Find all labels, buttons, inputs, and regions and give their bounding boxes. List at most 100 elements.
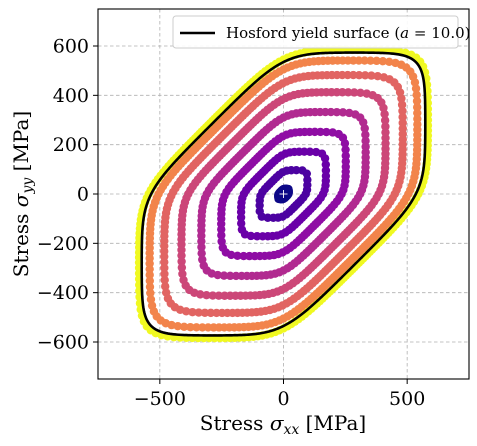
scatter-point — [200, 308, 210, 317]
scatter-point — [177, 257, 186, 266]
y-axis-label-symbol: σ — [9, 192, 33, 207]
scatter-point — [343, 88, 353, 97]
scatter-point — [321, 160, 331, 169]
scatter-point — [186, 322, 195, 332]
legend-box — [172, 15, 459, 49]
scatter-point — [197, 249, 206, 258]
scatter-point — [360, 71, 370, 80]
scatter-point — [412, 96, 422, 106]
scatter-point — [372, 193, 381, 203]
legend-label-prefix: Hosford yield surface ( — [226, 24, 400, 42]
scatter-point — [202, 290, 211, 300]
scatter-point — [179, 322, 189, 332]
scatter-point — [213, 270, 222, 280]
x-axis-label: Stress σxx [MPa] — [200, 411, 366, 438]
scatter-point — [196, 290, 205, 299]
scatter-ring-8 — [145, 56, 422, 332]
scatter-point — [353, 193, 363, 203]
scatter-point — [341, 145, 350, 154]
scatter-ring-3 — [236, 147, 331, 241]
x-tick-label: −500 — [134, 388, 186, 410]
scatter-point — [338, 108, 348, 117]
scatter-point — [412, 103, 422, 112]
scatter-point — [361, 142, 370, 151]
scatter-point — [350, 88, 359, 97]
scatter-ring-7 — [160, 70, 407, 318]
scatter-point — [160, 269, 169, 279]
scatter-point — [217, 231, 226, 240]
scatter-point — [311, 147, 321, 157]
x-tick-label: 0 — [277, 388, 289, 410]
scatter-point — [233, 251, 242, 261]
scatter-ring-4 — [217, 127, 350, 261]
scatter-point — [197, 242, 206, 252]
scatter-point — [397, 100, 407, 109]
scatter-point — [208, 291, 217, 300]
scatter-point — [303, 175, 312, 184]
scatter-point — [219, 271, 229, 280]
scatter-point — [192, 323, 201, 332]
scatter-point — [356, 88, 365, 98]
x-tick-label: 500 — [389, 388, 425, 410]
scatter-point — [332, 107, 341, 117]
scatter-point — [398, 106, 407, 116]
scatter-point — [236, 213, 246, 222]
legend-label-value: = 10.0) — [409, 24, 470, 42]
scatter-point — [381, 122, 390, 131]
y-tick-label: −400 — [37, 282, 89, 304]
scatter-point — [361, 136, 370, 146]
scatter-point — [372, 56, 381, 66]
y-axis-label-main: Stress — [9, 207, 33, 277]
scatter-point — [316, 193, 325, 202]
scatter-point — [145, 276, 155, 285]
scatter-point — [298, 166, 307, 175]
scatter-point — [413, 108, 422, 118]
scatter-point — [373, 72, 382, 81]
legend-label: Hosford yield surface (a = 10.0) — [226, 24, 470, 42]
y-tick-label: 400 — [53, 85, 89, 107]
legend-label-param: a — [400, 24, 409, 42]
scatter-point — [328, 128, 337, 137]
scatter-point — [227, 250, 236, 260]
x-axis-label-main: Stress — [200, 411, 270, 435]
scatter-point — [388, 193, 397, 203]
x-axis-label-unit: [MPa] — [299, 411, 366, 435]
y-tick-label: −600 — [37, 332, 89, 354]
scatter-point — [239, 251, 248, 261]
scatter-point — [214, 291, 224, 300]
y-axis-label-subscript: yy — [20, 177, 36, 195]
scatter-ring-6 — [177, 88, 390, 300]
x-axis-label-subscript: xx — [283, 422, 299, 438]
scatter-point — [335, 193, 344, 203]
scatter-point — [398, 118, 407, 128]
scatter-point — [194, 308, 203, 317]
scatter-point — [321, 166, 331, 175]
scatter-point — [246, 231, 256, 241]
scatter-point — [402, 193, 411, 203]
scatter-point — [146, 288, 155, 298]
scatter-point — [145, 270, 154, 280]
x-axis-label-symbol: σ — [270, 411, 285, 435]
hosford-yield-surface-line — [140, 51, 427, 337]
scatter-point — [188, 307, 197, 317]
scatter-point — [181, 307, 191, 316]
scatter-point — [345, 108, 354, 118]
y-axis-label-unit: [MPa] — [9, 111, 33, 178]
scatter-ring-2 — [255, 166, 312, 222]
scatter-point — [160, 275, 169, 285]
scatter-point — [412, 90, 421, 100]
origin-marker — [279, 190, 288, 198]
scatter-point — [362, 89, 371, 98]
scatter-point — [361, 130, 370, 139]
y-tick-label: 600 — [53, 36, 89, 58]
scatter-point — [391, 58, 400, 68]
y-tick-label: −200 — [37, 233, 89, 255]
scatter-point — [398, 112, 407, 122]
scatter-point — [146, 295, 156, 304]
scatter-point — [367, 71, 376, 80]
scatter-point — [236, 219, 246, 228]
scatter-point — [380, 116, 390, 125]
scatter-point — [177, 251, 186, 260]
scatter-point — [226, 271, 235, 281]
x-axis-ticks: −500 0 500 — [134, 379, 425, 410]
